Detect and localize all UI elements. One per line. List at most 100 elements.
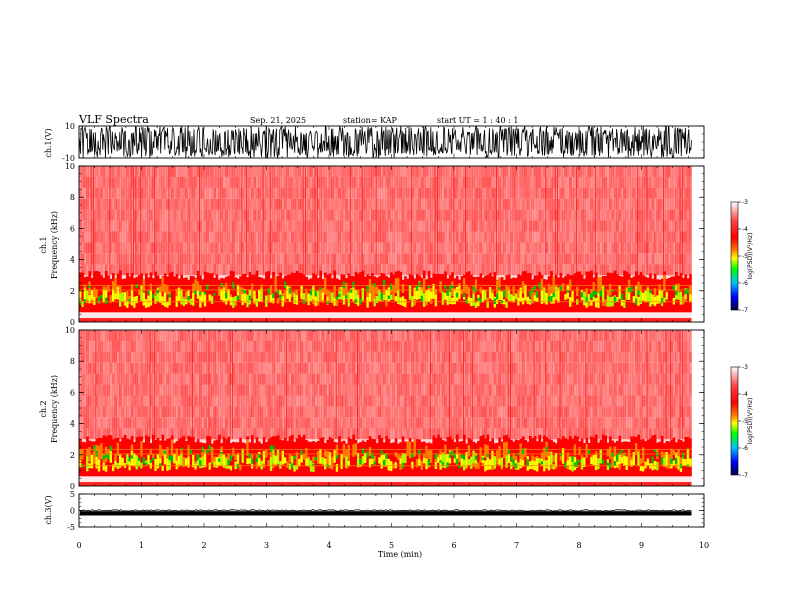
ch2-spec-cell bbox=[274, 340, 278, 352]
ch1-spec-cell bbox=[503, 231, 506, 243]
ch2-spec-cell bbox=[107, 395, 110, 407]
ch2-spec-cell bbox=[213, 351, 216, 363]
ch1-spec-cell bbox=[573, 231, 577, 243]
ch1-spec-cell bbox=[583, 187, 586, 199]
ch1-spec-streak bbox=[246, 166, 248, 276]
ch1-spec-cell bbox=[159, 264, 162, 276]
ch2-spec-band-red bbox=[189, 437, 193, 477]
ch1-spec-cell bbox=[288, 198, 292, 210]
ch2-spec-cell bbox=[234, 417, 238, 429]
ch1-spec-cell bbox=[677, 198, 681, 210]
ch2-spec-cell bbox=[281, 406, 285, 418]
ch2-spec-cell bbox=[215, 417, 219, 429]
ch1-spec-cell bbox=[232, 198, 235, 210]
ch1-spec-cell bbox=[267, 187, 271, 199]
ch1-spec-cell bbox=[109, 220, 113, 232]
ch1-spec-cell bbox=[413, 253, 417, 265]
ch2-spec-cell bbox=[168, 428, 172, 440]
ch1-spec-cell bbox=[307, 253, 311, 265]
ch1-spec-band-red bbox=[616, 274, 619, 313]
ch1-spec-cell bbox=[279, 198, 282, 210]
ch1-spec-cell bbox=[210, 209, 214, 221]
ch2-spec-cell bbox=[319, 340, 322, 352]
ch1-spec-cell bbox=[540, 242, 544, 254]
ch1-spec-cell bbox=[368, 209, 372, 221]
ch1-spec-cell bbox=[505, 198, 509, 210]
ch2-spec-cell bbox=[97, 395, 101, 407]
ch2-spec-cell bbox=[83, 384, 87, 396]
ch1-spec-band-green bbox=[104, 297, 108, 304]
ch1-spec-cell bbox=[83, 187, 87, 199]
ch1-spec-band-orange bbox=[126, 291, 129, 301]
ch1-spec-cell bbox=[686, 187, 690, 199]
ch1-spec-cell bbox=[357, 220, 360, 232]
ch1-spec-cell bbox=[467, 231, 471, 243]
ch2-spec-cell bbox=[319, 406, 322, 418]
ch1-spec-cell bbox=[479, 264, 483, 276]
ch1-spec-cell bbox=[604, 220, 607, 232]
ch2-spec-cell bbox=[192, 362, 195, 374]
ch1-spec-cell bbox=[493, 187, 497, 199]
ch1-spec-cell bbox=[399, 220, 403, 232]
ch2-spec-cell bbox=[225, 417, 228, 429]
ch1-spec-band-yellow bbox=[246, 294, 249, 308]
ch2-spec-cell bbox=[206, 395, 209, 407]
ch2-spec-cell bbox=[291, 384, 294, 396]
ch1-spec-cell bbox=[460, 198, 464, 210]
ch1-spec-cell bbox=[246, 176, 249, 188]
ch2-spec-cell bbox=[194, 340, 198, 352]
ch1-spec-cell bbox=[338, 264, 341, 276]
ch1-spec-band-yellow bbox=[326, 296, 330, 305]
ch1-spec-cell bbox=[448, 176, 452, 188]
ch2-spec-cell bbox=[114, 417, 117, 429]
ch1-spec-cell bbox=[314, 242, 318, 254]
ch1-spec-cell bbox=[578, 242, 582, 254]
ch1-spec-band-green bbox=[444, 285, 447, 289]
ch2-spec-cell bbox=[182, 340, 186, 352]
ch1-spec-cell bbox=[357, 166, 360, 177]
ch1-spec-cell bbox=[180, 220, 183, 232]
ch1-spec-cell bbox=[126, 242, 129, 254]
ch1-spec-band-orange bbox=[185, 291, 188, 304]
ch1-spec-cell bbox=[309, 231, 313, 243]
ch1-spec-cell bbox=[291, 198, 294, 210]
ch2-spec-cell bbox=[241, 373, 245, 385]
ch2-spec-cell bbox=[236, 384, 240, 396]
ch1-spec-cell bbox=[225, 198, 228, 210]
ch1-spec-cell bbox=[368, 242, 372, 254]
ch1-spec-cell bbox=[573, 176, 577, 188]
ch2-spec-cell bbox=[100, 417, 103, 429]
ch1-spec-cell bbox=[432, 166, 436, 177]
ch1-spec-cell bbox=[500, 220, 504, 232]
ch1-spec-band-green bbox=[533, 285, 537, 290]
ch1-spec-cell bbox=[651, 198, 655, 210]
ch1-spec-cell bbox=[446, 176, 450, 188]
ch2-spec-cell bbox=[279, 351, 282, 363]
ch2-spec-cell bbox=[123, 417, 127, 429]
ch1-spec-cell bbox=[540, 209, 544, 221]
ch1-spec-cell bbox=[538, 253, 542, 265]
ch2-spec-cell bbox=[121, 373, 125, 385]
ch1-spec-cell bbox=[425, 198, 428, 210]
ch1-spec-cell bbox=[531, 176, 534, 188]
ch1-spec-cell bbox=[95, 166, 99, 177]
ch1-spec-cell bbox=[260, 176, 264, 188]
ch1-spec-cell bbox=[86, 176, 89, 188]
ch1-spec-cell bbox=[220, 264, 223, 276]
ch1-spec-band-red bbox=[474, 277, 478, 313]
ch2-spec-cell bbox=[218, 362, 221, 374]
ch1-spec-cell bbox=[192, 242, 195, 254]
ch1-spec-cell bbox=[201, 253, 205, 265]
ch1-spec-cell bbox=[432, 187, 436, 199]
ch1-spec-cell bbox=[274, 231, 278, 243]
ch1-spec-band-yellow bbox=[453, 288, 457, 305]
ch1-spec-band-red bbox=[632, 276, 636, 313]
ch2-spec-cell bbox=[88, 362, 92, 374]
ch2-spec-cell bbox=[81, 330, 85, 341]
ch1-spec-cell bbox=[590, 264, 593, 276]
ch2-spec-cell bbox=[97, 384, 101, 396]
ch2-spec-cell bbox=[116, 395, 120, 407]
ch1-spec-cell bbox=[222, 231, 226, 243]
ch1-spec-cell bbox=[177, 220, 181, 232]
ch1-spec-cell bbox=[380, 176, 384, 188]
